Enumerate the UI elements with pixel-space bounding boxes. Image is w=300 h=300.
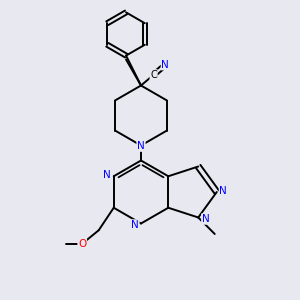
Text: N: N xyxy=(220,185,227,196)
Text: N: N xyxy=(161,60,169,70)
Text: C: C xyxy=(150,70,157,80)
Text: N: N xyxy=(131,220,139,230)
Text: N: N xyxy=(202,214,210,224)
Text: N: N xyxy=(103,170,111,180)
Text: O: O xyxy=(78,239,86,249)
Text: N: N xyxy=(137,141,145,151)
